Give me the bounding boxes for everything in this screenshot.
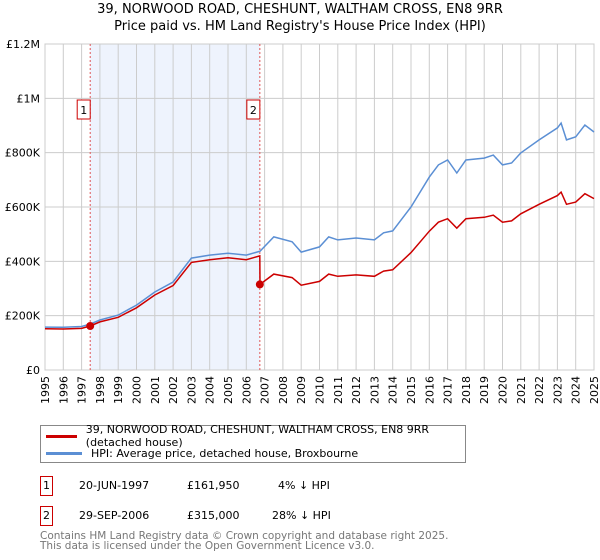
sale-hpi-diff: 28% ↓ HPI	[272, 509, 331, 522]
sale-badge: 1	[40, 476, 53, 496]
footer: Contains HM Land Registry data © Crown c…	[40, 530, 449, 552]
x-tick-label: 2010	[314, 376, 327, 404]
y-tick-label: £600K	[5, 201, 41, 214]
sale-price: £315,000	[187, 509, 240, 522]
sale-label-box	[246, 99, 261, 120]
chart-subtitle: Price paid vs. HM Land Registry's House …	[114, 19, 486, 34]
x-tick-label: 2025	[588, 376, 600, 404]
legend-label: 39, NORWOOD ROAD, CHESHUNT, WALTHAM CROS…	[85, 423, 430, 449]
legend-item-hpi: HPI: Average price, detached house, Brox…	[41, 445, 358, 461]
x-tick-label: 1996	[57, 376, 70, 404]
x-tick-label: 2002	[167, 376, 180, 404]
y-tick-label: £400K	[5, 255, 41, 268]
x-tick-label: 1999	[112, 376, 125, 404]
x-tick-label: 2008	[277, 376, 290, 404]
sale-point	[86, 322, 95, 331]
legend-swatch-blue	[46, 451, 82, 455]
sale-row-2: 2 29-SEP-2006 £315,000 28% ↓ HPI	[40, 506, 440, 526]
x-tick-label: 2000	[131, 376, 144, 404]
x-tick-label: 2007	[259, 376, 272, 404]
x-tick-label: 2012	[350, 376, 363, 404]
x-tick-label: 2019	[478, 376, 491, 404]
sale-label: 1	[80, 104, 87, 117]
legend-label: HPI: Average price, detached house, Brox…	[91, 446, 359, 460]
sale-price: £161,950	[187, 479, 240, 492]
x-tick-label: 2006	[240, 376, 253, 404]
y-tick-label: £1M	[17, 92, 41, 105]
y-tick-label: £1.2M	[6, 38, 40, 51]
sale-date: 20-JUN-1997	[79, 479, 150, 492]
chart-title: 39, NORWOOD ROAD, CHESHUNT, WALTHAM CROS…	[97, 2, 503, 17]
price-chart: 1995 1996 1997 1998 1999 2000 2001 2002 2003 2004…	[5, 38, 600, 404]
x-tick-label: 1998	[94, 376, 107, 404]
x-tick-label: 2004	[204, 376, 217, 404]
x-tick-label: 2020	[497, 376, 510, 404]
x-tick-label: 2024	[570, 376, 583, 404]
sale-label-box	[76, 99, 91, 120]
x-tick-label: 1995	[39, 376, 52, 404]
x-tick-label: 2015	[405, 376, 418, 404]
legend-swatch-red	[46, 434, 77, 438]
x-tick-label: 2011	[332, 376, 345, 404]
property-price-line	[44, 190, 595, 330]
sale-hpi-diff: 4% ↓ HPI	[278, 479, 330, 492]
sale-badge: 2	[40, 506, 53, 526]
sale-row-1: 1 20-JUN-1997 £161,950 4% ↓ HPI	[40, 476, 440, 496]
legend: 39, NORWOOD ROAD, CHESHUNT, WALTHAM CROS…	[40, 423, 466, 463]
sale-date: 29-SEP-2006	[79, 509, 150, 522]
y-tick-label: £0	[26, 364, 40, 377]
y-tick-label: £200K	[5, 310, 41, 323]
plot-border	[44, 43, 595, 371]
sale-label: 2	[250, 104, 257, 117]
x-tick-label: 2003	[185, 376, 198, 404]
x-tick-label: 2013	[368, 376, 381, 404]
x-tick-label: 2021	[515, 376, 528, 404]
x-tick-label: 2017	[442, 376, 455, 404]
x-tick-label: 2005	[222, 376, 235, 404]
x-tick-label: 2023	[551, 376, 564, 404]
y-tick-label: £800K	[5, 147, 41, 160]
x-tick-label: 2018	[460, 376, 473, 404]
x-tick-label: 2009	[295, 376, 308, 404]
x-tick-label: 2016	[423, 376, 436, 404]
x-tick-label: 2014	[387, 376, 400, 404]
footer-copyright: Contains HM Land Registry data © Crown c…	[40, 530, 449, 542]
x-tick-label: 2001	[149, 376, 162, 404]
footer-licence: This data is licensed under the Open Gov…	[40, 540, 375, 552]
hpi-line	[44, 121, 595, 329]
x-tick-label: 1997	[76, 376, 89, 404]
sale-point	[255, 280, 264, 289]
legend-item-property: 39, NORWOOD ROAD, CHESHUNT, WALTHAM CROS…	[41, 423, 465, 449]
x-tick-label: 2022	[533, 376, 546, 404]
